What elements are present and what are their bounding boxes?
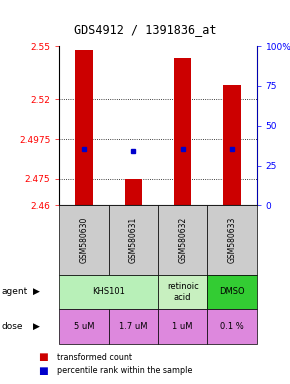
Text: 0.1 %: 0.1 % [220,322,244,331]
Bar [59,205,109,275]
Text: agent: agent [1,287,28,296]
Bar [207,309,257,344]
Text: DMSO: DMSO [219,287,245,296]
Text: 1.7 uM: 1.7 uM [119,322,148,331]
Bar [207,275,257,309]
Text: GSM580632: GSM580632 [178,217,187,263]
Bar [125,179,142,205]
Text: GSM580630: GSM580630 [79,217,89,263]
Text: retinoic
acid: retinoic acid [167,282,199,301]
Text: 1 uM: 1 uM [173,322,193,331]
Bar [207,205,257,275]
Text: ▶: ▶ [33,287,40,296]
Bar [59,275,158,309]
Bar [158,275,207,309]
Bar [109,205,158,275]
Bar [59,309,109,344]
Text: ■: ■ [38,366,48,376]
Bar [223,85,241,205]
Text: 5 uM: 5 uM [74,322,94,331]
Text: percentile rank within the sample: percentile rank within the sample [57,366,192,375]
Bar [109,309,158,344]
Text: GDS4912 / 1391836_at: GDS4912 / 1391836_at [74,23,216,36]
Text: GSM580631: GSM580631 [129,217,138,263]
Bar [158,205,207,275]
Text: dose: dose [1,322,23,331]
Text: GSM580633: GSM580633 [227,217,237,263]
Bar [158,309,207,344]
Text: ■: ■ [38,352,48,362]
Text: KHS101: KHS101 [92,287,125,296]
Bar [174,58,191,205]
Text: ▶: ▶ [33,322,40,331]
Bar [75,50,93,205]
Text: transformed count: transformed count [57,353,132,362]
